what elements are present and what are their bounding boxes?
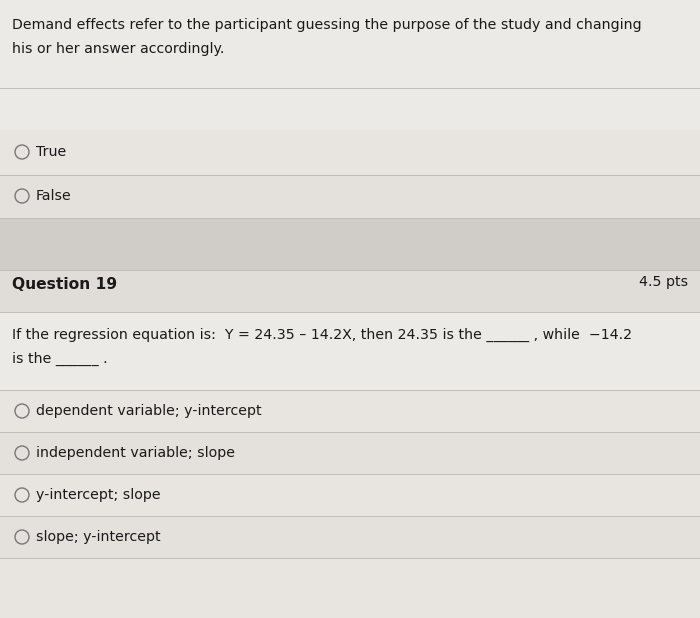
Bar: [0, 0, 700, 130]
Bar: [0, 218, 700, 270]
Bar: [0, 474, 700, 516]
Bar: [0, 516, 700, 558]
Text: Question 19: Question 19: [12, 277, 117, 292]
Text: Demand effects refer to the participant guessing the purpose of the study and ch: Demand effects refer to the participant …: [12, 18, 642, 32]
Bar: [0, 390, 700, 432]
Bar: [0, 175, 700, 218]
Bar: [0, 270, 700, 312]
Text: y-intercept; slope: y-intercept; slope: [36, 488, 160, 502]
Bar: [0, 432, 700, 474]
Text: his or her answer accordingly.: his or her answer accordingly.: [12, 42, 225, 56]
Bar: [0, 558, 700, 618]
Text: 4.5 pts: 4.5 pts: [639, 275, 688, 289]
Text: independent variable; slope: independent variable; slope: [36, 446, 235, 460]
Text: slope; y-intercept: slope; y-intercept: [36, 530, 160, 544]
Text: dependent variable; y-intercept: dependent variable; y-intercept: [36, 404, 262, 418]
Text: If the regression equation is:  Y = 24.35 – 14.2X, then 24.35 is the ______ , wh: If the regression equation is: Y = 24.35…: [12, 328, 632, 342]
Text: is the ______ .: is the ______ .: [12, 352, 108, 366]
Bar: [0, 312, 700, 390]
Bar: [0, 131, 700, 175]
Text: False: False: [36, 189, 71, 203]
Text: True: True: [36, 145, 66, 159]
